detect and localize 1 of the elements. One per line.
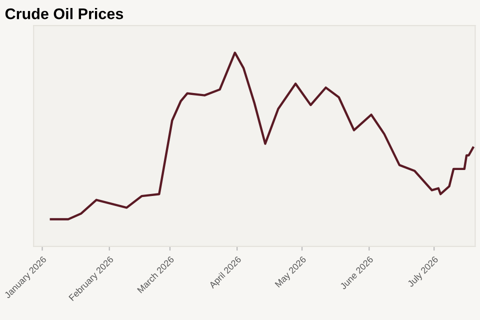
chart-title: Crude Oil Prices [5, 8, 124, 20]
